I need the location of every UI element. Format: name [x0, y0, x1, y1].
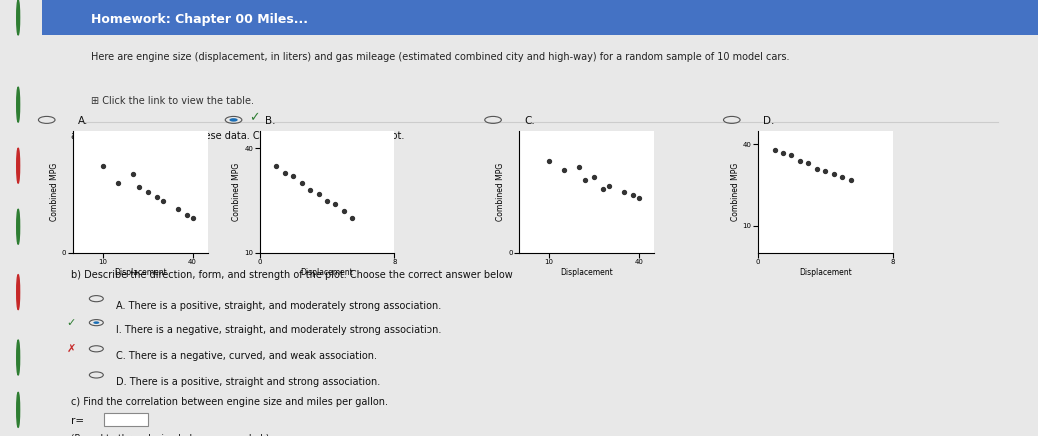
FancyBboxPatch shape	[104, 413, 148, 426]
Point	[577, 176, 594, 183]
Circle shape	[17, 275, 20, 310]
Text: B.: B.	[265, 116, 275, 126]
Point	[792, 157, 809, 164]
Point	[302, 187, 319, 194]
Point	[310, 190, 327, 197]
Circle shape	[17, 87, 20, 122]
Point	[327, 201, 344, 208]
Point	[155, 197, 171, 204]
Text: a) Make a scatterplot for these data. Choose the correct scatterplot.: a) Make a scatterplot for these data. Ch…	[72, 131, 405, 141]
Point	[842, 176, 858, 183]
X-axis label: Displacement: Displacement	[114, 268, 166, 277]
Circle shape	[17, 209, 20, 244]
FancyBboxPatch shape	[42, 0, 1038, 35]
Text: A. There is a positive, straight, and moderately strong association.: A. There is a positive, straight, and mo…	[116, 301, 441, 311]
Point	[585, 173, 602, 180]
Point	[601, 182, 618, 189]
Point	[541, 158, 557, 165]
Text: b) Describe the direction, form, and strength of the plot. Choose the correct an: b) Describe the direction, form, and str…	[72, 270, 513, 280]
Point	[834, 174, 850, 181]
Point	[139, 188, 156, 195]
Text: Here are engine size (displacement, in liters) and gas mileage (estimated combin: Here are engine size (displacement, in l…	[91, 52, 790, 62]
X-axis label: Displacement: Displacement	[301, 268, 353, 277]
Circle shape	[17, 148, 20, 183]
Point	[268, 162, 284, 169]
Text: A.: A.	[78, 116, 88, 126]
X-axis label: Displacement: Displacement	[799, 268, 851, 277]
Point	[817, 168, 834, 175]
Text: D. There is a positive, straight and strong association.: D. There is a positive, straight and str…	[116, 377, 381, 387]
Text: (Round to three decimal places as needed.): (Round to three decimal places as needed…	[72, 434, 270, 436]
Point	[109, 180, 126, 187]
Point	[809, 165, 825, 172]
Text: D.: D.	[763, 116, 774, 126]
Point	[131, 183, 147, 190]
Point	[555, 167, 572, 174]
Y-axis label: Combined MPG: Combined MPG	[496, 163, 506, 221]
Point	[571, 164, 588, 171]
Point	[784, 152, 800, 159]
Y-axis label: Combined MPG: Combined MPG	[50, 163, 59, 221]
Text: ⊞ Click the link to view the table.: ⊞ Click the link to view the table.	[91, 96, 254, 106]
Point	[616, 188, 632, 195]
Point	[595, 185, 611, 192]
Text: r=: r=	[72, 416, 84, 426]
Y-axis label: Combined MPG: Combined MPG	[731, 163, 740, 221]
Point	[276, 169, 293, 176]
Text: C.: C.	[524, 116, 535, 126]
Circle shape	[17, 340, 20, 375]
Point	[94, 162, 111, 169]
Text: Homework: Chapter 00 Miles...: Homework: Chapter 00 Miles...	[91, 13, 308, 26]
Text: ✓: ✓	[66, 318, 76, 327]
Text: c) Find the correlation between engine size and miles per gallon.: c) Find the correlation between engine s…	[72, 397, 388, 407]
X-axis label: Displacement: Displacement	[561, 268, 612, 277]
Point	[294, 180, 310, 187]
Point	[631, 194, 648, 201]
Point	[185, 215, 201, 221]
Point	[335, 208, 352, 215]
Point	[344, 215, 360, 221]
Point	[774, 149, 791, 156]
Point	[319, 197, 335, 204]
Circle shape	[17, 0, 20, 35]
Point	[179, 211, 195, 218]
Point	[125, 171, 141, 178]
Point	[148, 194, 165, 201]
Text: C. There is a negative, curved, and weak association.: C. There is a negative, curved, and weak…	[116, 351, 377, 361]
Point	[766, 146, 783, 153]
Point	[284, 173, 302, 180]
Circle shape	[93, 321, 100, 324]
Text: ✗: ✗	[66, 344, 76, 354]
Text: ✓: ✓	[249, 111, 260, 124]
Point	[169, 206, 186, 213]
Point	[625, 191, 641, 198]
Circle shape	[17, 392, 20, 427]
Point	[800, 160, 817, 167]
Point	[825, 171, 842, 178]
Y-axis label: Combined MPG: Combined MPG	[233, 163, 242, 221]
Text: l. There is a negative, straight, and moderately strong associatiɔn.: l. There is a negative, straight, and mo…	[116, 325, 441, 335]
